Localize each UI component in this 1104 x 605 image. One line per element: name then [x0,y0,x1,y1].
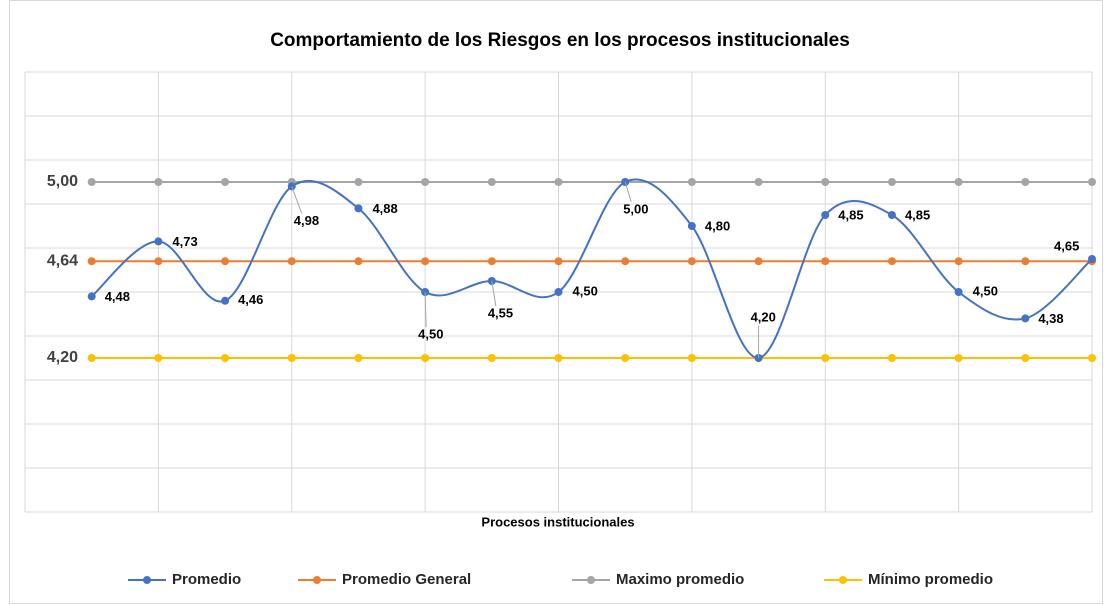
data-point [221,354,230,362]
data-point [887,257,896,266]
leader-line [291,186,303,214]
data-label: 4,38 [1038,311,1063,326]
data-point [1088,354,1096,362]
data-point [687,222,696,230]
data-point [954,257,963,266]
data-point [621,257,630,266]
legend-label: Promedio [172,571,241,588]
data-point [354,257,363,266]
data-point [887,211,896,219]
data-point [221,257,230,266]
data-point [687,354,696,362]
data-point [87,257,96,266]
data-point [821,178,830,186]
data-point [87,354,96,362]
data-point [354,178,363,186]
data-point [554,178,563,186]
data-point [821,257,830,266]
data-point [687,257,696,266]
data-point [887,178,896,186]
legend-label: Maximo promedio [616,571,744,588]
data-point [421,354,430,362]
data-label: 5,00 [623,201,648,216]
leader-line [624,181,632,203]
data-point [87,292,96,301]
x-axis-title: Procesos institucionales [481,514,634,529]
data-label: 4,50 [973,283,998,298]
data-point [1088,178,1096,186]
data-point [554,354,563,362]
data-point [154,257,163,266]
data-label: 4,80 [705,218,730,233]
data-point [154,178,163,186]
data-point [1021,178,1030,186]
data-point [354,204,363,213]
chart-border [9,0,1103,604]
legend-marker [143,576,151,584]
data-label: 4,65 [1054,238,1079,253]
data-point [487,257,496,266]
legend-label: Mínimo promedio [868,571,993,588]
data-point [421,257,430,266]
data-label: 4,73 [172,234,197,249]
data-label: 4,88 [372,201,397,216]
data-point [821,211,830,219]
data-point [354,354,363,362]
data-point [87,178,96,186]
data-point [754,257,763,266]
data-point [154,237,163,246]
data-point [887,354,896,362]
data-point [421,178,430,186]
legend-marker [587,576,595,584]
data-label: 4,98 [294,213,319,228]
data-point [954,288,963,296]
data-point [287,354,296,362]
data-point [221,296,230,305]
series-line [91,178,1093,360]
data-label: 4,46 [238,292,263,307]
data-point [287,257,296,266]
data-label: 4,85 [905,207,930,222]
data-point [821,354,830,362]
leader-line [491,280,497,307]
data-point [487,354,496,362]
data-label: 4,50 [418,326,443,341]
data-label: 5,00 [47,173,78,190]
data-label: 4,55 [488,305,513,320]
data-point [687,178,696,186]
legend-label: Promedio General [342,571,471,588]
data-label: 4,50 [573,283,598,298]
data-label: 4,85 [838,207,863,222]
data-label: 4,20 [751,309,776,324]
data-point [754,178,763,186]
legend-marker [313,576,321,584]
data-point [621,354,630,362]
data-point [1088,255,1096,263]
data-label: 4,20 [47,349,78,366]
data-point [1021,257,1030,266]
data-point [487,178,496,186]
data-point [154,354,163,362]
data-point [954,354,963,362]
legend-marker [839,576,847,584]
data-point [221,178,230,186]
leader-line [424,291,427,328]
data-point [954,178,963,186]
data-point [554,288,563,296]
chart-title: Comportamiento de los Riesgos en los pro… [270,30,850,51]
data-point [1021,354,1030,362]
data-point [1021,314,1030,323]
data-label: 4,48 [105,289,130,304]
data-point [554,257,563,266]
data-label: 4,64 [47,252,78,269]
